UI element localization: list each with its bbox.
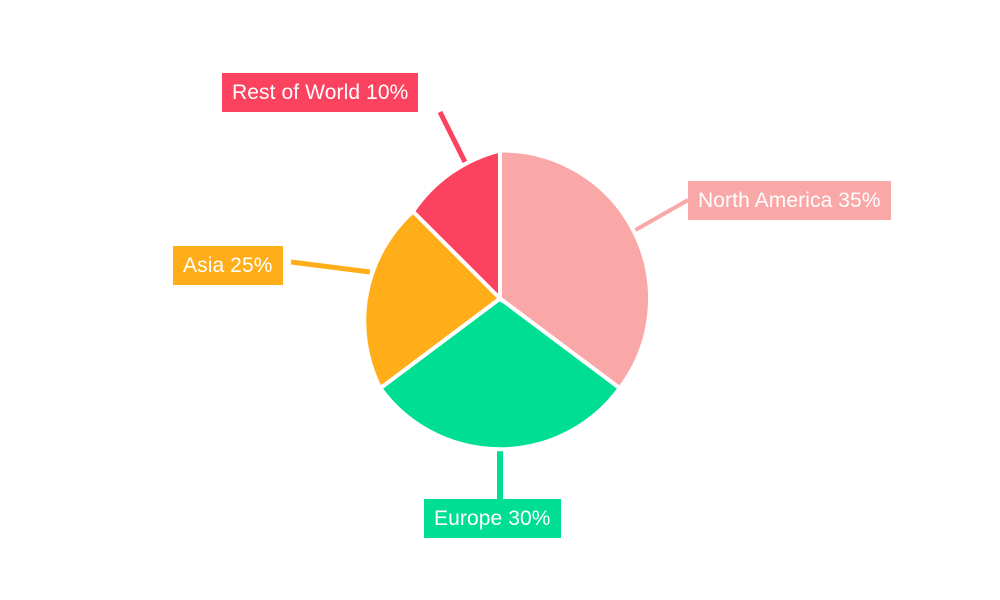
pie-slice-rest-of-world[interactable] — [410, 147, 502, 304]
leader-line-north-america — [631, 198, 689, 234]
pie-slices — [362, 147, 652, 452]
slice-label-asia[interactable]: Asia 25% — [173, 246, 283, 285]
pie-slice-asia[interactable] — [362, 208, 504, 392]
pie-slice-north-america[interactable] — [498, 148, 652, 392]
leader-line-rest-of-world — [437, 110, 471, 170]
slice-label-europe[interactable]: Europe 30% — [424, 499, 561, 538]
pie-slice-europe[interactable] — [377, 296, 623, 452]
slice-label-north-america[interactable]: North America 35% — [688, 181, 891, 220]
leader-line-asia — [290, 259, 371, 275]
slice-label-rest-of-world[interactable]: Rest of World 10% — [222, 73, 419, 112]
